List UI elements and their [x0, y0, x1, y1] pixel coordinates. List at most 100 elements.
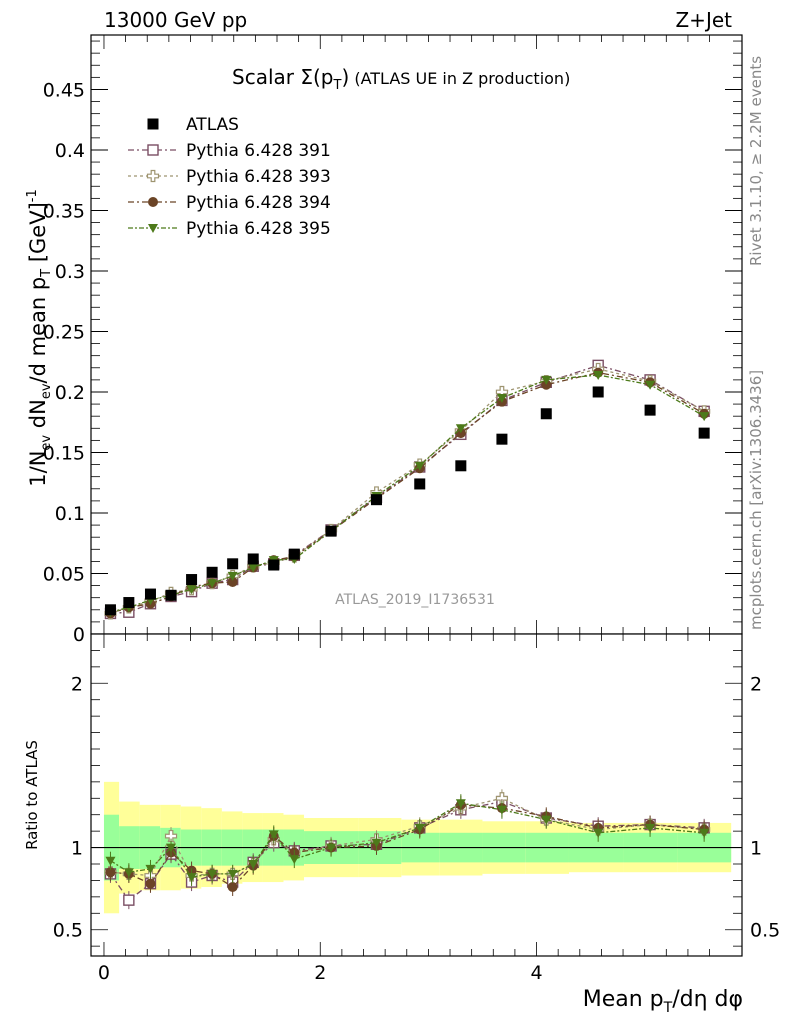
- title-rest: (ATLAS UE in Z production): [349, 69, 570, 88]
- header-process-label: Z+Jet: [675, 8, 732, 32]
- y-tick-label: 0.05: [43, 563, 85, 585]
- ratio-panel-data: [104, 789, 711, 910]
- ratio-frame-rect: [90, 633, 743, 957]
- ylabel-a-sub: ev: [39, 435, 54, 451]
- legend-marker: [148, 197, 158, 207]
- y-tick-label: 0.35: [43, 200, 85, 222]
- legend-marker: [147, 144, 159, 156]
- data-point: [207, 869, 218, 879]
- ratio-uncertainty-bands: [91, 634, 742, 956]
- x-tick-label: 4: [530, 962, 542, 984]
- data-point: [227, 869, 238, 879]
- data-point: [371, 838, 382, 848]
- ylabel-d: [GeV]: [26, 202, 50, 269]
- ratio-y-tick-label-right: 1: [750, 838, 762, 860]
- legend-marker: [146, 169, 160, 183]
- data-point: [592, 386, 604, 398]
- mcplots-label: mcplots.cern.ch [arXiv:1306.3436]: [747, 370, 765, 630]
- ylabel-c-sub: T: [39, 269, 54, 278]
- legend-label: Pythia 6.428 391: [186, 141, 331, 161]
- legend-item: ATLAS: [147, 115, 239, 135]
- data-point: [496, 433, 508, 445]
- data-point: [105, 856, 116, 866]
- legend-item: Pythia 6.428 393: [128, 167, 331, 187]
- y-tick-label: 0.25: [43, 321, 85, 343]
- data-point: [268, 559, 280, 571]
- data-point: [414, 823, 425, 833]
- title-close: ): [341, 65, 349, 89]
- y-tick-label: 0.4: [55, 140, 85, 162]
- legend-label: Pythia 6.428 393: [186, 167, 331, 187]
- data-point: [455, 460, 467, 472]
- y-tick-label: 0.15: [43, 442, 85, 464]
- header-energy-label: 13000 GeV pp: [104, 8, 247, 32]
- data-point: [166, 843, 177, 853]
- xlabel-a: Mean p: [583, 987, 664, 1012]
- y-tick-label: 0: [73, 624, 85, 646]
- data-point: [144, 588, 156, 600]
- data-point: [455, 799, 466, 809]
- data-point: [105, 867, 116, 878]
- title-sub: T: [332, 78, 341, 93]
- legend-item: Pythia 6.428 395: [128, 219, 331, 239]
- data-point: [496, 394, 507, 404]
- data-point: [186, 585, 197, 595]
- y-tick-label: 0.2: [55, 382, 85, 404]
- data-point: [541, 375, 552, 385]
- x-axis-label: Mean pT/dη dφ: [583, 987, 743, 1016]
- data-point: [165, 589, 177, 601]
- data-point: [206, 566, 218, 578]
- data-point: [227, 558, 239, 570]
- data-point: [414, 478, 426, 490]
- data-point: [325, 525, 337, 537]
- y-tick-label: 0.1: [55, 503, 85, 525]
- ratio-y-tick-label-right: 0.5: [750, 920, 780, 942]
- legend-label: Pythia 6.428 394: [186, 193, 331, 213]
- main-panel-data: [104, 359, 711, 620]
- data-point: [326, 843, 337, 853]
- legend-item: Pythia 6.428 391: [128, 141, 331, 161]
- data-point: [248, 860, 259, 869]
- legend-label: ATLAS: [186, 115, 239, 135]
- data-point: [644, 404, 656, 416]
- data-point: [164, 829, 178, 843]
- data-point: [227, 571, 238, 581]
- ratio-panel-frame: 0.5 0.5 1 1 2 2 0 2 4: [53, 633, 780, 984]
- x-tick-label: 0: [98, 962, 110, 984]
- data-point: [248, 563, 259, 573]
- ratio-y-tick-label-right: 2: [750, 673, 762, 695]
- data-point: [540, 408, 552, 420]
- data-point: [593, 828, 604, 838]
- data-point: [268, 830, 279, 840]
- y-tick-label: 0.45: [43, 79, 85, 101]
- rivet-label: Rivet 3.1.10, ≥ 2.2M events: [747, 56, 765, 266]
- data-point: [370, 494, 382, 506]
- ratio-series-pythia-6-428-395: [105, 794, 710, 887]
- ratio-y-tick-label: 2: [71, 673, 83, 695]
- y-tick-label: 0.3: [55, 261, 85, 283]
- data-point: [145, 864, 156, 874]
- main-panel: [91, 35, 742, 634]
- ylabel-a: 1/N: [26, 451, 50, 487]
- ylabel-b-sub: ev: [39, 383, 54, 399]
- ylabel-b: dN: [26, 399, 50, 435]
- data-point: [186, 873, 197, 883]
- chart-title: Scalar Σ(pT) (ATLAS UE in Z production): [232, 65, 570, 93]
- data-point: [123, 868, 134, 878]
- data-point: [698, 427, 710, 439]
- data-point: [123, 894, 135, 906]
- legend-item: Pythia 6.428 394: [128, 193, 331, 213]
- data-point: [207, 579, 218, 589]
- data-point: [699, 828, 710, 838]
- data-point: [186, 574, 198, 586]
- analysis-label: ATLAS_2019_I1736531: [335, 592, 495, 608]
- data-point: [247, 553, 259, 565]
- legend-marker: [147, 118, 159, 130]
- data-point: [227, 576, 238, 587]
- title-main: Scalar Σ(p: [232, 65, 333, 89]
- legend-marker: [148, 224, 158, 233]
- main-panel-background: [91, 35, 742, 634]
- xlabel-b: /dη dφ: [672, 987, 743, 1012]
- ratio-y-tick-label: 0.5: [53, 920, 83, 942]
